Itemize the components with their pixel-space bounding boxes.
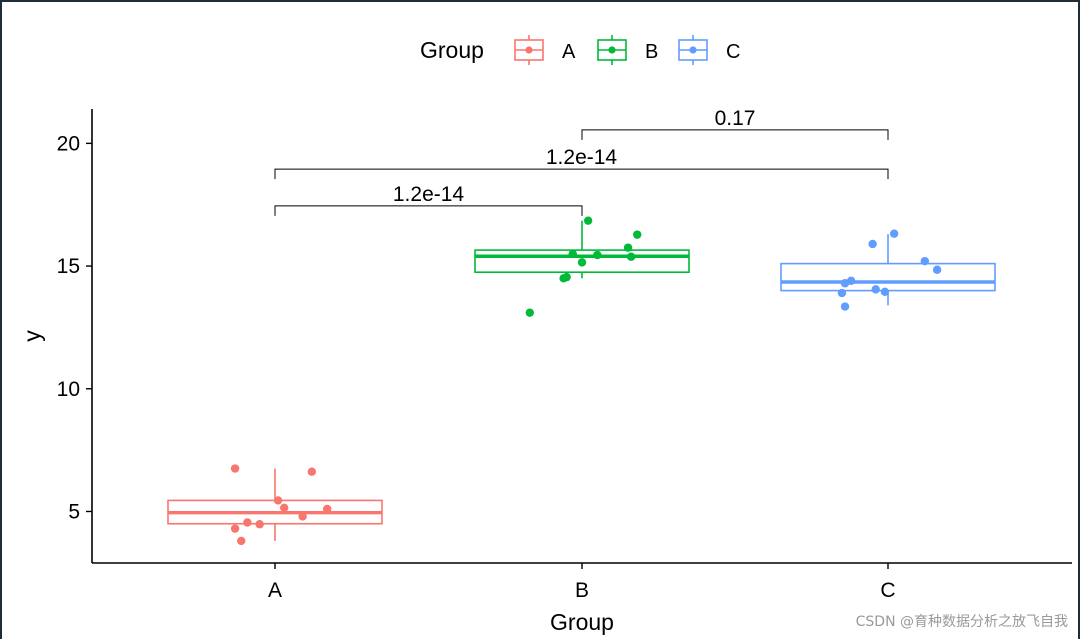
data-point	[525, 308, 535, 317]
data-point	[889, 229, 899, 238]
x-tick-label: C	[880, 579, 895, 602]
bracket-line	[274, 168, 889, 180]
p-value-label: 1.2e-14	[546, 146, 618, 169]
legend-key-B	[597, 35, 627, 65]
data-point	[243, 518, 252, 527]
p-value-label: 1.2e-14	[393, 183, 465, 206]
comparison-bracket: 1.2e-14	[274, 146, 889, 180]
points-B	[525, 216, 642, 317]
data-point	[577, 258, 587, 267]
data-point	[230, 464, 240, 473]
legend-key-point	[608, 46, 616, 54]
y-tick-label: 5	[68, 500, 80, 523]
data-point	[932, 265, 942, 274]
legend-title: Group	[420, 37, 484, 63]
legend-key-A	[514, 35, 544, 65]
legend-label-C: C	[726, 41, 740, 63]
data-point	[868, 239, 877, 249]
x-axis-title: Group	[550, 609, 614, 635]
points-A	[230, 464, 332, 546]
data-point	[871, 285, 880, 294]
legend: Group A B C	[420, 35, 740, 65]
bracket-line	[581, 129, 889, 140]
watermark: CSDN @育种数据分析之放飞自我	[855, 614, 1068, 630]
comparison-bracket: 0.17	[581, 107, 889, 140]
data-point	[880, 287, 890, 297]
data-point	[280, 503, 289, 512]
x-tick-label: A	[268, 579, 282, 602]
data-point	[623, 243, 633, 252]
box-body	[780, 262, 996, 292]
data-point	[837, 288, 847, 298]
data-point	[559, 274, 568, 283]
comparison-bracket: 1.2e-14	[274, 183, 583, 216]
box-body	[474, 249, 690, 273]
data-point	[255, 520, 264, 529]
legend-label-A: A	[562, 41, 576, 63]
data-point	[583, 216, 593, 225]
data-point	[633, 230, 642, 239]
legend-key-C	[678, 35, 708, 65]
p-value-label: 0.17	[715, 107, 756, 130]
axes: 5 10 15 20 A B C	[57, 109, 1072, 602]
data-point	[840, 279, 850, 288]
data-point	[273, 496, 283, 505]
data-point	[593, 250, 602, 260]
box-B	[474, 220, 690, 279]
data-point	[840, 302, 850, 311]
data-point	[626, 252, 636, 261]
points-C	[837, 229, 942, 311]
data-point	[322, 504, 332, 514]
box-A	[167, 468, 383, 541]
y-tick-label: 15	[57, 255, 80, 278]
bracket-line	[274, 205, 583, 216]
legend-key-point	[689, 46, 697, 54]
data-point	[237, 536, 246, 546]
plot-area: 1.2e-14 1.2e-14 0.17	[167, 107, 996, 546]
legend-label-B: B	[645, 41, 658, 63]
y-tick-label: 10	[57, 378, 80, 401]
data-point	[568, 249, 577, 258]
x-tick-label: B	[575, 579, 589, 602]
data-point	[230, 524, 240, 533]
data-point	[298, 512, 307, 521]
legend-key-point	[525, 46, 533, 54]
y-axis-title: y	[19, 330, 45, 342]
y-tick-label: 20	[57, 132, 80, 155]
data-point	[307, 467, 317, 476]
data-point	[920, 256, 930, 266]
